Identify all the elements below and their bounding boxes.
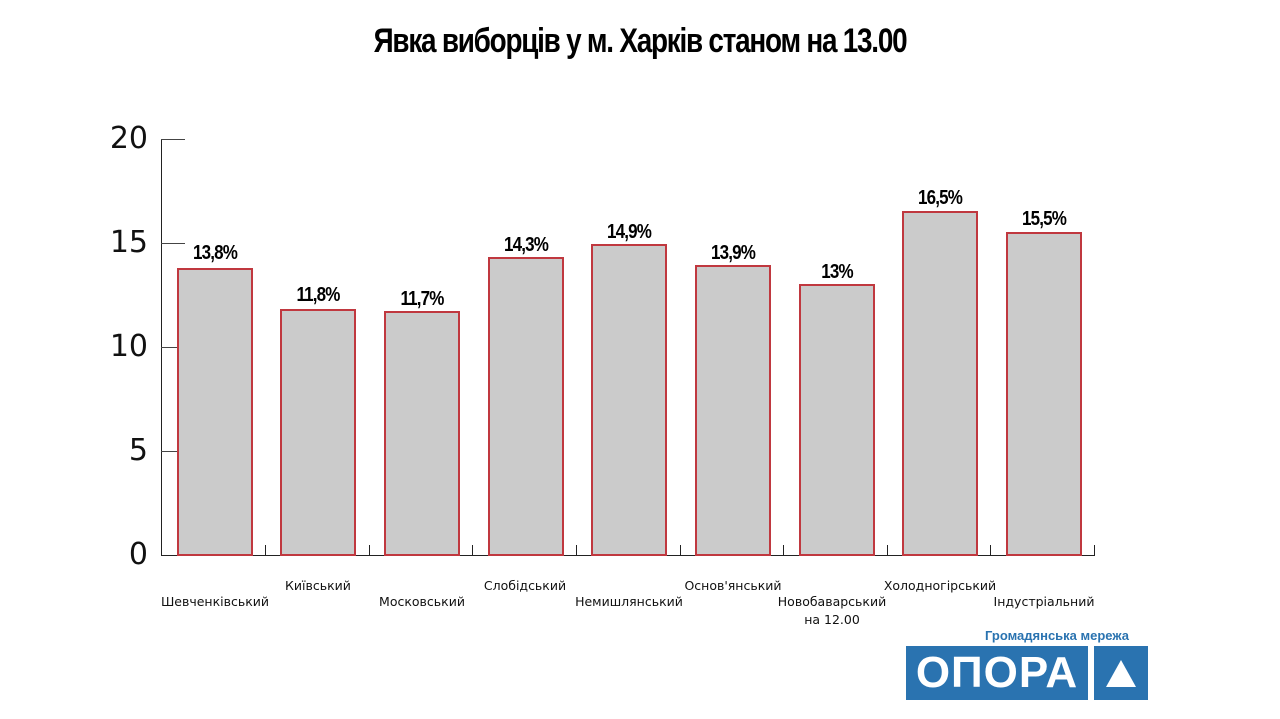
- x-tick-mark: [887, 545, 888, 555]
- y-tick-label: 20: [109, 121, 148, 156]
- x-label-text: Новобаварський: [777, 594, 887, 609]
- x-tick-mark: [990, 545, 991, 555]
- x-category-label: Індустріальний: [964, 593, 1124, 611]
- data-label: 13,9%: [711, 242, 756, 264]
- x-tick-mark: [576, 545, 577, 555]
- data-label: 14,9%: [607, 221, 652, 243]
- y-tick-mark: [161, 139, 185, 140]
- x-category-label: Київський: [238, 577, 398, 595]
- x-tick-mark: [265, 545, 266, 555]
- x-label-text: Шевченківський: [160, 594, 270, 609]
- logo-emblem: [1094, 646, 1148, 700]
- logo-wordmark: ОПОРА: [906, 646, 1088, 700]
- x-label-text: Немишлянський: [575, 594, 683, 609]
- chart-title: Явка виборців у м. Харків станом на 13.0…: [373, 22, 908, 60]
- x-label-text: Київський: [285, 578, 351, 593]
- bar-osnovianskyi: [695, 265, 771, 556]
- y-tick-label: 15: [109, 225, 148, 260]
- x-category-label: Слобідський: [445, 577, 605, 595]
- bar-shevchenkivskyi: [177, 268, 253, 556]
- x-label-text: Холодногірський: [883, 578, 997, 593]
- y-tick-label: 0: [128, 537, 148, 572]
- bar-industrialnyi: [1006, 232, 1082, 556]
- x-tick-mark: [680, 545, 681, 555]
- bar-slobidskyi: [488, 257, 564, 556]
- y-tick-mark: [161, 451, 185, 452]
- data-label: 16,5%: [918, 187, 963, 209]
- y-tick-label: 10: [109, 329, 148, 364]
- bar-moskovskyi: [384, 311, 460, 556]
- x-category-label: Шевченківський: [135, 593, 295, 611]
- bar-nemyshlianskyi: [591, 244, 667, 556]
- x-category-label: Холодногірський: [860, 577, 1020, 595]
- x-tick-mark: [783, 545, 784, 555]
- x-tick-mark: [369, 545, 370, 555]
- x-label-text-line2: на 12.00: [804, 612, 860, 627]
- x-tick-mark: [1094, 545, 1095, 555]
- logo-subtitle: Громадянська мережа: [985, 628, 1129, 643]
- x-category-label: Новобаварський на 12.00: [752, 593, 912, 629]
- y-tick-mark: [161, 243, 185, 244]
- bar-novobavarskyi: [799, 284, 875, 556]
- y-tick-label: 5: [128, 433, 148, 468]
- x-label-text: Індустріальний: [993, 594, 1095, 609]
- triangle-icon: [1106, 660, 1136, 687]
- data-label: 13,8%: [193, 242, 238, 264]
- bar-kyivskyi: [280, 309, 356, 556]
- data-label: 11,8%: [296, 284, 340, 306]
- x-label-text: Слобідський: [483, 578, 567, 593]
- x-label-text: Основ'янський: [684, 578, 782, 593]
- x-category-label: Основ'янський: [653, 577, 813, 595]
- data-label: 15,5%: [1022, 208, 1067, 230]
- bar-kholodnohirskyi: [902, 211, 978, 556]
- y-tick-mark: [161, 347, 185, 348]
- data-label: 14,3%: [504, 234, 549, 256]
- data-label: 13%: [821, 261, 853, 283]
- x-tick-mark: [472, 545, 473, 555]
- x-label-text: Московський: [379, 594, 465, 609]
- x-category-label: Немишлянський: [549, 593, 709, 611]
- data-label: 11,7%: [400, 288, 444, 310]
- x-category-label: Московський: [342, 593, 502, 611]
